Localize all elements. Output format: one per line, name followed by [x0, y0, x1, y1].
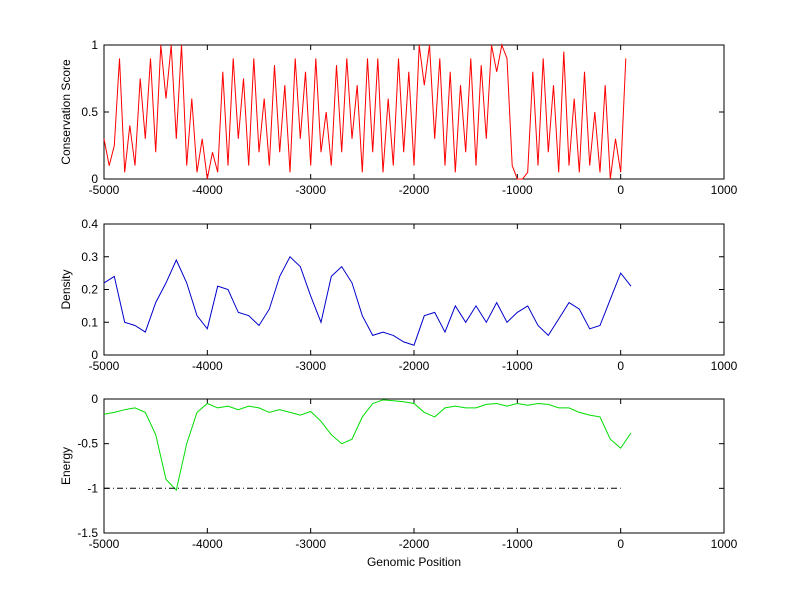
x-tick-label: -1000 [502, 537, 533, 551]
data-line [103, 255, 632, 346]
x-tick-label: -2000 [399, 359, 430, 373]
x-tick-label: -3000 [295, 183, 326, 197]
x-tick-label: -3000 [295, 537, 326, 551]
subplot: -5000 -4000 -3000 -2000 -1000 0 1000 -1.5 -1 -0.5… [59, 392, 738, 569]
x-axis-label: Genomic Position [367, 555, 461, 569]
y-axis-label: Energy [59, 447, 73, 485]
x-tick-label: 1000 [711, 537, 738, 551]
y-tick-label: -1.5 [77, 526, 98, 540]
y-tick-label: -0.5 [77, 437, 98, 451]
x-tick-label: -4000 [192, 183, 223, 197]
y-tick-label: 0.5 [81, 105, 98, 119]
data-line [103, 43, 627, 180]
x-tick-label: 1000 [711, 183, 738, 197]
x-tick-label: 0 [617, 183, 624, 197]
x-tick-label: 1000 [711, 359, 738, 373]
x-tick-label: -5000 [89, 359, 120, 373]
x-tick-label: -4000 [192, 537, 223, 551]
y-tick-label: 0.4 [81, 217, 98, 231]
y-tick-label: 0.2 [81, 283, 98, 297]
plot-area [103, 223, 725, 356]
x-tick-label: -5000 [89, 537, 120, 551]
subplot: -5000 -4000 -3000 -2000 -1000 0 1000 0 0.5 1 Conse… [59, 38, 738, 197]
x-tick-label: -2000 [399, 537, 430, 551]
subplot: -5000 -4000 -3000 -2000 -1000 0 1000 0 0.1 0.2 0.3… [59, 217, 738, 373]
x-tick-label: -1000 [502, 183, 533, 197]
plot-area [103, 398, 725, 534]
x-tick-label: -3000 [295, 359, 326, 373]
y-tick-label: 0 [91, 348, 98, 362]
y-tick-label: -1 [87, 481, 98, 495]
y-tick-label: 0.3 [81, 250, 98, 264]
y-tick-label: 0 [91, 172, 98, 186]
x-tick-label: -1000 [502, 359, 533, 373]
x-tick-label: 0 [617, 537, 624, 551]
y-tick-label: 0.1 [81, 315, 98, 329]
data-line [103, 399, 632, 492]
x-tick-label: 0 [617, 359, 624, 373]
y-axis-label: Density [59, 269, 73, 309]
y-tick-label: 0 [91, 392, 98, 406]
x-tick-label: -2000 [399, 183, 430, 197]
y-axis-label: Conservation Score [59, 59, 73, 165]
x-tick-label: -5000 [89, 183, 120, 197]
y-tick-label: 1 [91, 38, 98, 52]
x-tick-label: -4000 [192, 359, 223, 373]
